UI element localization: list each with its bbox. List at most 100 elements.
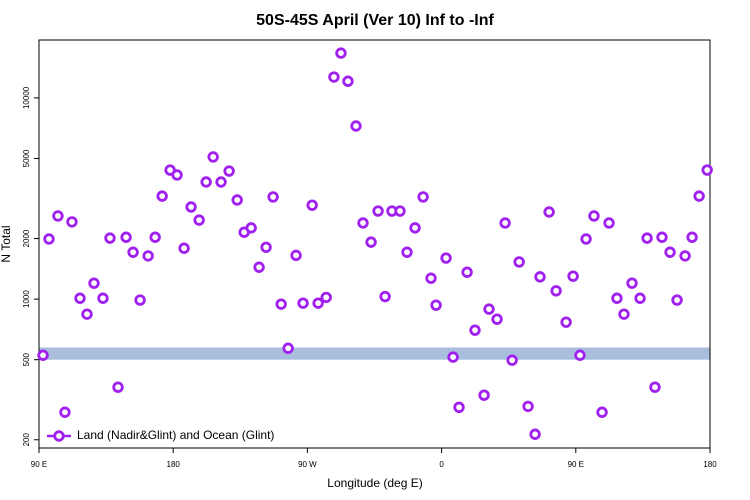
point — [328, 71, 340, 83]
point — [686, 231, 698, 243]
point — [320, 291, 332, 304]
point — [618, 308, 630, 320]
y-tick-label: 10000 — [22, 86, 31, 109]
point — [543, 206, 555, 218]
point — [478, 389, 490, 401]
point — [156, 190, 168, 202]
point — [52, 210, 64, 222]
point — [425, 272, 437, 284]
point — [81, 308, 93, 320]
point — [417, 191, 429, 203]
point — [506, 354, 518, 366]
point — [440, 252, 452, 264]
point — [529, 428, 541, 440]
point — [112, 381, 124, 393]
point — [245, 222, 257, 234]
point — [534, 271, 546, 283]
x-tick-label: 0 — [439, 460, 444, 469]
point — [580, 233, 592, 245]
point — [522, 400, 534, 413]
point — [149, 231, 161, 243]
point — [671, 294, 683, 306]
point — [120, 231, 132, 243]
point — [567, 270, 579, 282]
point — [588, 210, 600, 222]
point — [178, 242, 190, 254]
point — [43, 233, 55, 245]
x-axis-label: Longitude (deg E) — [327, 476, 422, 490]
point — [649, 381, 661, 393]
y-tick-label: 200 — [22, 433, 31, 447]
point — [104, 232, 116, 244]
point — [74, 292, 86, 304]
point — [603, 217, 615, 229]
point — [357, 217, 369, 229]
point — [394, 205, 406, 217]
plot-frame — [38, 39, 711, 449]
point — [550, 285, 562, 297]
legend-symbol — [53, 430, 65, 442]
point — [409, 222, 421, 234]
point — [312, 297, 324, 309]
point — [134, 294, 146, 306]
point — [37, 349, 49, 361]
point — [59, 406, 71, 418]
point — [430, 299, 442, 311]
point — [282, 342, 294, 354]
point — [634, 292, 646, 304]
chart-title: 50S-45S April (Ver 10) Inf to -Inf — [256, 12, 494, 29]
point — [306, 199, 318, 211]
point — [88, 277, 100, 289]
point — [171, 169, 183, 181]
point — [379, 290, 391, 303]
point — [253, 261, 265, 273]
point — [701, 164, 713, 176]
point — [372, 205, 384, 217]
point — [350, 120, 362, 132]
point — [513, 256, 525, 268]
point — [223, 165, 235, 177]
point — [560, 316, 572, 328]
point — [491, 313, 503, 325]
point — [656, 231, 668, 243]
point — [641, 232, 653, 244]
point — [260, 241, 272, 253]
legend-label: Land (Nadir&Glint) and Ocean (Glint) — [77, 428, 274, 442]
point — [401, 246, 413, 258]
y-tick-label: 2000 — [22, 229, 31, 247]
point — [664, 246, 676, 258]
x-tick-label: 90 W — [298, 460, 317, 469]
y-axis-label: N Total — [0, 225, 13, 262]
point — [596, 406, 608, 418]
point — [66, 216, 78, 228]
point — [215, 176, 227, 188]
point — [679, 250, 691, 262]
point — [200, 176, 212, 188]
point — [342, 75, 354, 87]
point — [231, 194, 243, 206]
point — [275, 298, 287, 310]
point — [469, 324, 481, 336]
point — [127, 246, 139, 258]
point — [611, 292, 623, 304]
point — [574, 349, 586, 361]
x-tick-label: 90 E — [568, 460, 584, 469]
point — [365, 236, 377, 248]
point — [453, 401, 465, 413]
point — [142, 250, 154, 262]
x-tick-label: 180 — [167, 460, 181, 469]
point — [97, 292, 109, 304]
point — [447, 351, 459, 363]
point — [267, 191, 279, 203]
point — [693, 190, 705, 202]
band — [39, 347, 710, 360]
point — [499, 217, 511, 229]
point — [461, 266, 473, 278]
x-tick-label: 180 — [703, 460, 717, 469]
point — [483, 303, 495, 315]
y-tick-label: 1000 — [22, 290, 31, 308]
y-tick-label: 500 — [22, 352, 31, 366]
point — [290, 249, 302, 262]
point — [335, 47, 347, 59]
